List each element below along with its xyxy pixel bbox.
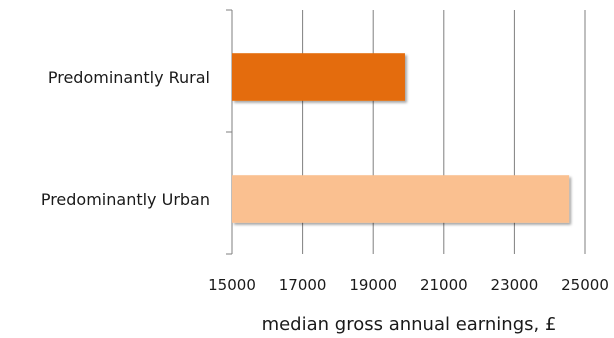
category-label-predominantly-rural: Predominantly Rural	[48, 68, 210, 87]
category-axis	[226, 9, 233, 255]
x-tick-label-19000: 19000	[349, 276, 397, 294]
x-tick-label-21000: 21000	[420, 276, 468, 294]
x-axis-title: median gross annual earnings, £	[262, 314, 557, 335]
x-tick-label-25000: 25000	[561, 276, 609, 294]
x-tick-label-23000: 23000	[491, 276, 539, 294]
category-labels: Predominantly Rural Predominantly Urban	[41, 68, 210, 209]
bars	[232, 53, 570, 223]
x-tick-labels: 15000 17000 19000 21000 23000 25000	[208, 276, 609, 294]
bar-predominantly-rural	[232, 53, 405, 101]
x-tick-label-15000: 15000	[208, 276, 256, 294]
category-label-predominantly-urban: Predominantly Urban	[41, 190, 210, 209]
x-tick-label-17000: 17000	[279, 276, 327, 294]
bar-predominantly-urban	[232, 175, 570, 223]
